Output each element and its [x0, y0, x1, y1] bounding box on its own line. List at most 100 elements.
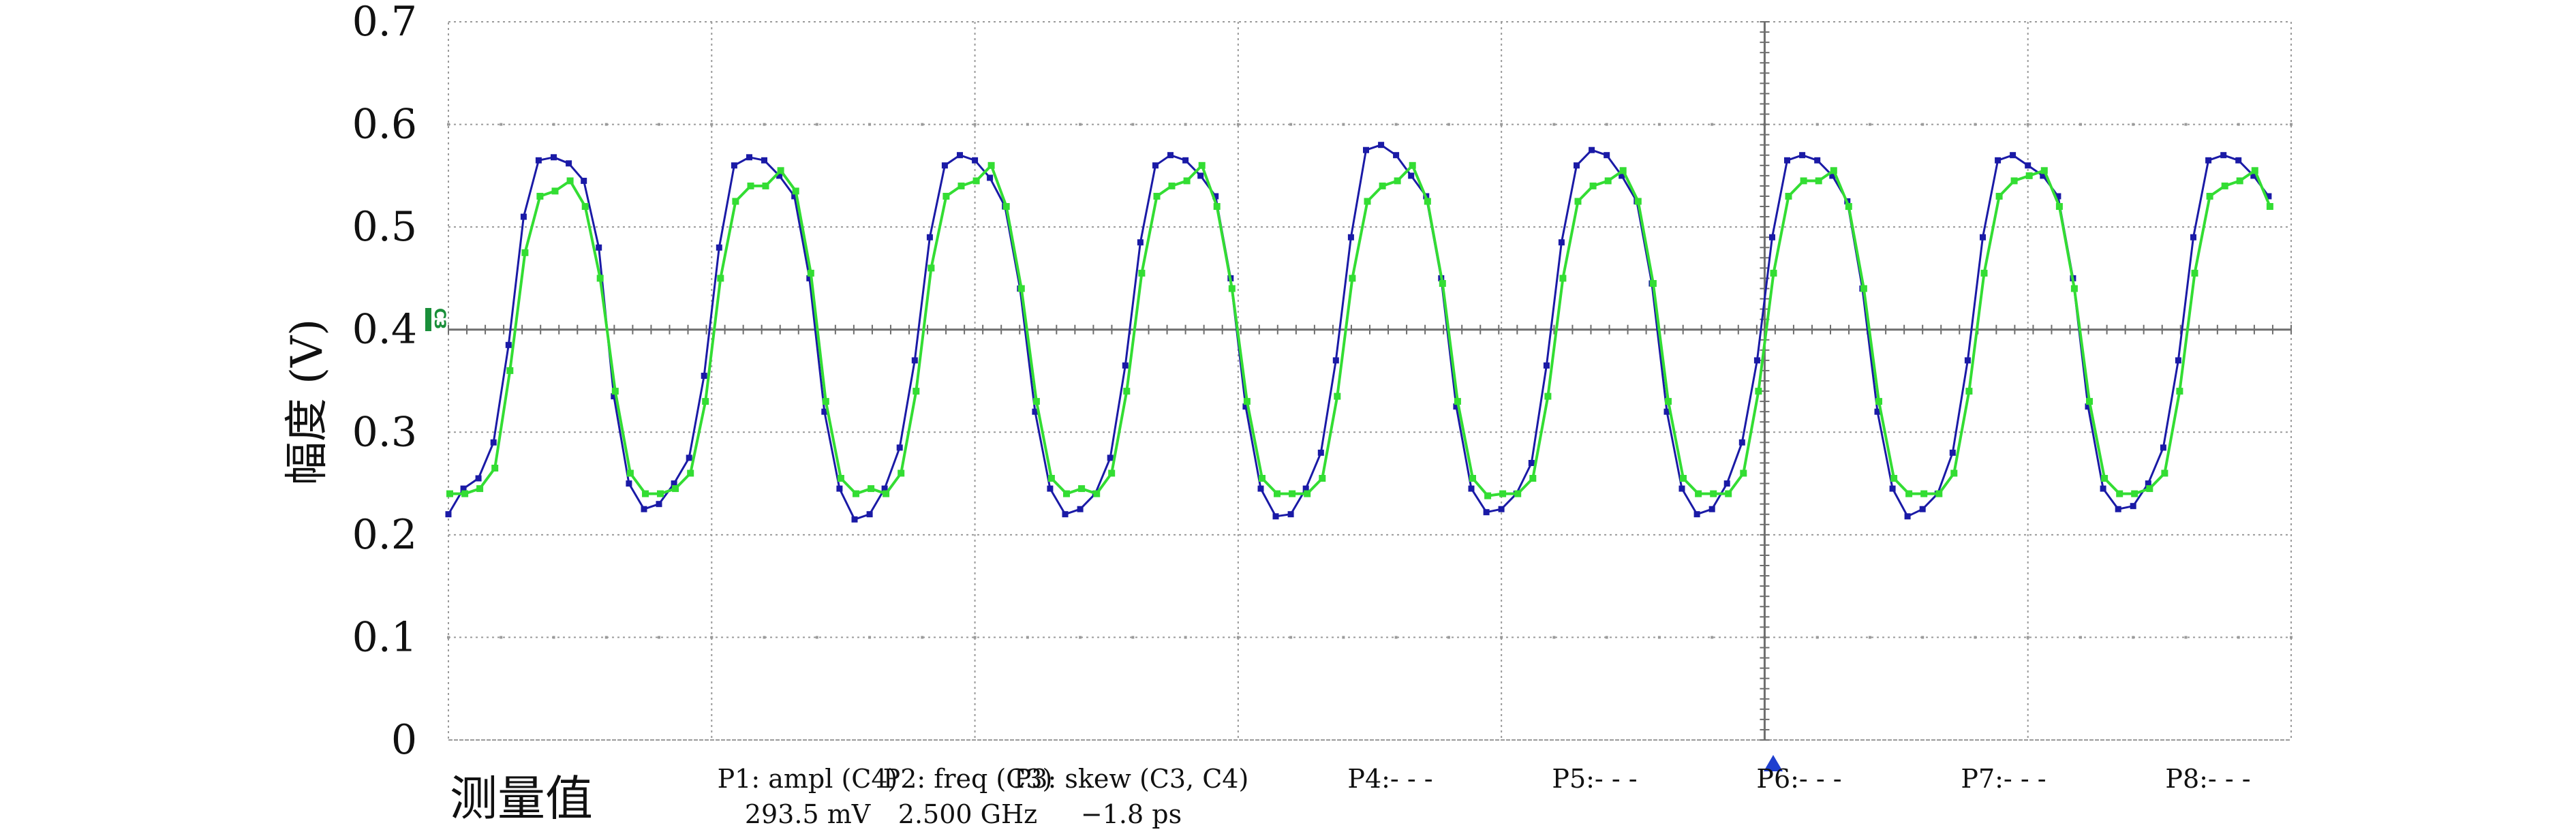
y-tick-label: 0.5	[352, 203, 417, 251]
grid-dot	[2184, 636, 2188, 639]
data-point	[1302, 485, 1309, 492]
data-point	[1800, 177, 1807, 185]
y-tick-label: 0.1	[352, 613, 417, 661]
measurement-name: P6:- - -	[1756, 764, 1841, 794]
data-point	[1980, 269, 1988, 277]
data-point	[1347, 234, 1354, 241]
y-tick-label: 0.4	[352, 306, 417, 354]
data-point	[1574, 198, 1582, 205]
data-point	[1198, 161, 1206, 169]
data-point	[446, 490, 453, 497]
data-point	[883, 490, 890, 497]
data-point	[2221, 182, 2228, 189]
data-point	[866, 511, 873, 518]
data-point	[1980, 234, 1986, 241]
data-point	[460, 485, 467, 492]
data-point	[1152, 162, 1159, 169]
measurement-value: 2.500 GHz	[898, 799, 1037, 829]
data-point	[1498, 506, 1505, 512]
data-point	[1259, 475, 1266, 482]
grid-dot	[1552, 636, 1556, 639]
data-point	[1574, 162, 1580, 169]
data-point	[1964, 357, 1971, 364]
measurement-item: P4:- - -	[1347, 764, 1432, 794]
measurements-title: 测量值	[450, 771, 593, 827]
measurement-name: P2: freq (C3)	[883, 764, 1053, 794]
data-point	[1424, 198, 1431, 205]
data-point	[1695, 490, 1702, 497]
measurement-item: P7:- - -	[1961, 764, 2046, 794]
data-point	[1815, 177, 1822, 185]
grid-dot	[1342, 123, 1345, 126]
data-point	[1122, 362, 1129, 369]
data-point	[1168, 182, 1176, 189]
data-point	[1619, 167, 1627, 174]
measurement-name: P8:- - -	[2165, 764, 2250, 794]
data-point	[1272, 513, 1279, 520]
data-point	[1332, 357, 1339, 364]
data-point	[1123, 388, 1131, 395]
data-point	[913, 388, 920, 395]
data-point	[821, 408, 828, 415]
data-point	[1243, 398, 1251, 405]
data-point	[972, 177, 980, 185]
data-point	[1589, 182, 1597, 189]
data-point	[505, 341, 512, 348]
grid-dot	[1711, 636, 1714, 639]
grid-dot	[2290, 636, 2293, 639]
data-point	[2175, 357, 2181, 364]
data-point	[1753, 357, 1760, 364]
data-point	[942, 193, 950, 200]
data-point	[1032, 408, 1039, 415]
data-point	[851, 516, 858, 523]
data-point	[535, 157, 542, 164]
grid-dot	[500, 123, 503, 126]
data-point	[717, 275, 724, 282]
grid-dot	[1868, 636, 1871, 639]
data-point	[1137, 239, 1144, 246]
data-point	[1845, 203, 1852, 210]
measurement-item: P1: ampl (C4) 293.5 mV	[718, 764, 898, 829]
data-point	[1063, 490, 1070, 497]
data-point	[1905, 490, 1913, 497]
data-point	[1920, 490, 1928, 497]
data-point	[1693, 511, 1700, 518]
grid-dot	[1500, 636, 1503, 639]
measurement-item: P6:- - -	[1756, 764, 1841, 794]
data-point	[2250, 172, 2257, 179]
data-point	[1439, 280, 1446, 287]
grid-dot	[552, 636, 555, 639]
data-point	[1379, 182, 1386, 189]
data-point	[2220, 152, 2227, 159]
data-point	[1949, 449, 1956, 456]
grid-dot	[604, 123, 608, 126]
grid-dot	[1447, 123, 1450, 126]
data-point	[2266, 203, 2273, 210]
grid-dot	[1974, 636, 1977, 639]
data-point	[1468, 485, 1475, 492]
data-point	[911, 357, 918, 364]
data-point	[2070, 285, 2078, 292]
data-point	[1182, 157, 1189, 164]
data-point	[2055, 193, 2061, 200]
data-point	[2265, 193, 2272, 200]
grid-dot	[1657, 123, 1661, 126]
grid-dot	[1394, 123, 1398, 126]
data-point	[1860, 285, 1867, 292]
data-point	[836, 485, 843, 492]
grid-dot	[815, 123, 818, 126]
grid-dot	[1289, 123, 1293, 126]
data-point	[1589, 146, 1595, 153]
data-point	[898, 469, 905, 477]
data-point	[2205, 157, 2212, 164]
grid-dot	[1394, 636, 1398, 639]
data-point	[1784, 157, 1790, 164]
data-point	[853, 490, 859, 497]
grid-dot	[1236, 123, 1240, 126]
data-point	[1408, 172, 1415, 179]
data-point	[626, 480, 632, 487]
grid-dot	[2132, 636, 2135, 639]
measurement-item: P3: skew (C3, C4) −1.8 ps	[1014, 764, 1249, 829]
data-point	[1544, 392, 1552, 400]
data-point	[1393, 152, 1400, 159]
